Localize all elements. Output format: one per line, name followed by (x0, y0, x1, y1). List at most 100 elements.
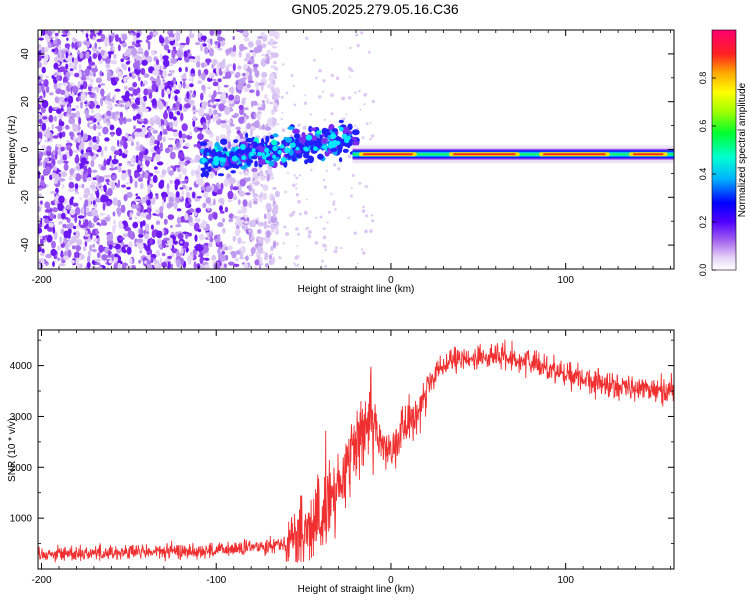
carrier-peak (362, 153, 413, 156)
noise-blob (163, 218, 168, 225)
noise-blob (104, 191, 108, 197)
noise-blob (88, 120, 93, 124)
speckle (280, 118, 283, 121)
noise-blob (70, 196, 75, 200)
onset-blob (200, 167, 206, 172)
noise-blob (218, 61, 226, 70)
noise-blob (70, 259, 75, 264)
noise-blob (219, 254, 226, 262)
noise-blob (51, 207, 59, 213)
noise-blob (139, 250, 143, 254)
noise-blob (125, 132, 129, 139)
noise-blob (200, 92, 204, 101)
onset-blob (244, 148, 251, 153)
noise-blob (126, 191, 133, 198)
onset-peak (257, 151, 262, 157)
noise-blob (217, 78, 222, 83)
noise-blob (215, 66, 219, 75)
onset-blob (330, 147, 337, 152)
noise-blob (38, 224, 43, 228)
noise-blob (39, 185, 43, 188)
noise-blob (178, 196, 183, 199)
noise-blob (93, 123, 97, 131)
noise-blob (197, 32, 202, 38)
noise-blob (92, 53, 98, 59)
speckle (357, 262, 359, 265)
noise-blob (232, 63, 236, 72)
noise-blob (109, 42, 114, 47)
noise-blob (68, 84, 72, 89)
noise-blob (56, 108, 62, 114)
noise-blob (139, 96, 144, 104)
spectrogram-image (38, 30, 674, 269)
noise-blob (58, 131, 63, 139)
noise-blob (155, 220, 161, 225)
noise-blob (186, 248, 190, 252)
noise-blob (214, 263, 221, 269)
snr-series-line (38, 339, 674, 563)
noise-blob (178, 83, 182, 91)
noise-blob (262, 102, 266, 111)
snr-y-label: SNR (10 * v/v) (7, 418, 18, 482)
noise-blob (130, 93, 134, 97)
noise-blob (151, 98, 157, 106)
onset-peak (249, 151, 255, 157)
noise-blob (78, 255, 82, 261)
speckle (335, 76, 340, 80)
speckle (268, 208, 271, 211)
noise-blob (146, 263, 153, 269)
noise-blob (244, 221, 250, 224)
onset-blob (281, 139, 287, 145)
noise-blob (64, 97, 68, 102)
noise-blob (99, 97, 104, 107)
noise-blob (136, 238, 144, 243)
speckle (342, 117, 346, 121)
noise-blob (194, 154, 201, 163)
noise-blob (170, 165, 174, 169)
noise-blob (77, 136, 81, 144)
speckle (332, 200, 336, 203)
noise-blob (108, 35, 112, 44)
noise-blob (200, 43, 204, 52)
noise-blob (196, 217, 201, 223)
noise-blob (152, 69, 159, 76)
noise-blob (188, 187, 193, 191)
noise-blob (187, 260, 192, 265)
noise-blob (250, 233, 254, 237)
noise-blob (45, 235, 48, 238)
speckle (340, 246, 343, 250)
noise-blob (272, 41, 278, 45)
noise-blob (227, 141, 232, 150)
noise-blob (168, 170, 174, 176)
speckle (322, 178, 326, 182)
speckle (321, 259, 324, 263)
carrier-peak (542, 153, 606, 156)
noise-blob (217, 233, 221, 243)
noise-blob (39, 74, 44, 80)
onset-blob (287, 126, 295, 130)
noise-blob (58, 221, 63, 225)
noise-blob (221, 123, 227, 129)
noise-blob (151, 80, 156, 84)
noise-blob (152, 129, 158, 134)
noise-blob (143, 260, 148, 264)
noise-blob (47, 227, 54, 232)
onset-blob (336, 144, 343, 151)
noise-blob (169, 149, 173, 153)
onset-peak (265, 152, 270, 157)
noise-blob (208, 73, 212, 79)
speckle (271, 89, 275, 94)
noise-blob (86, 37, 90, 42)
noise-blob (112, 46, 116, 51)
noise-blob (147, 43, 151, 51)
noise-blob (151, 229, 157, 238)
noise-blob (244, 117, 247, 125)
noise-blob (108, 52, 112, 59)
noise-blob (198, 107, 205, 117)
noise-blob (61, 212, 66, 220)
noise-blob (161, 191, 168, 198)
x-tick-label: -100 (206, 275, 226, 286)
noise-blob (184, 142, 190, 147)
onset-peak (272, 154, 277, 159)
onset-blob (336, 135, 340, 143)
